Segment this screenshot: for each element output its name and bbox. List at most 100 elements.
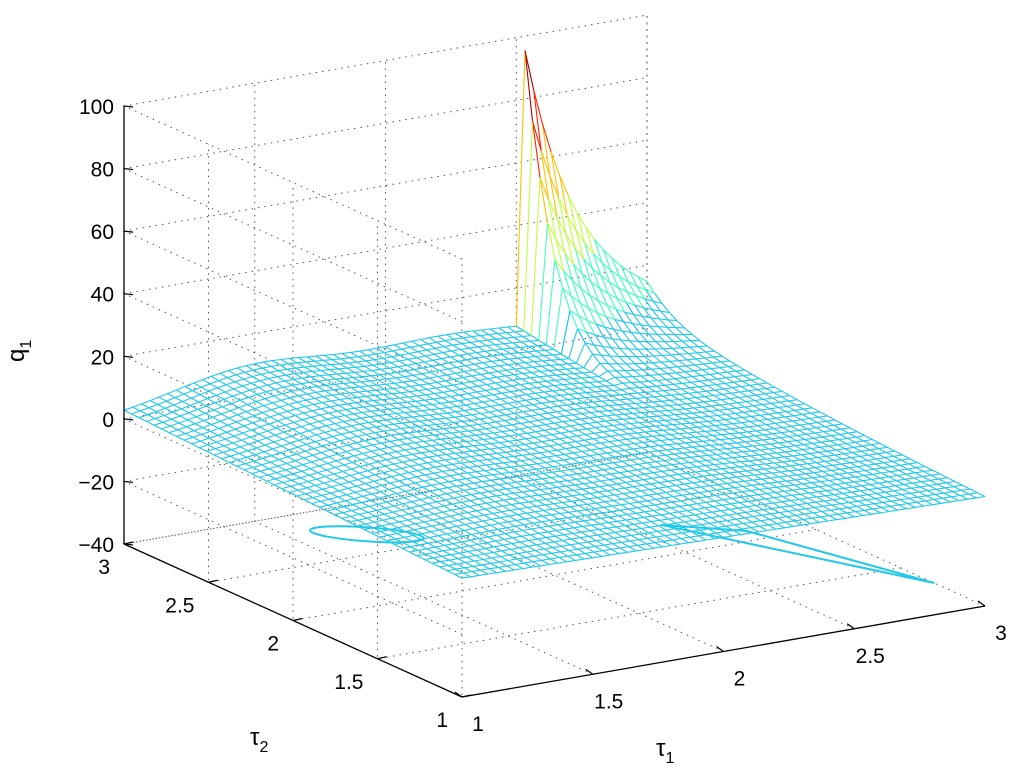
mesh-line-tau2 bbox=[670, 353, 680, 356]
mesh-line-tau2 bbox=[457, 478, 467, 481]
mesh-line-tau1 bbox=[623, 376, 632, 384]
mesh-line-tau2 bbox=[551, 512, 561, 516]
mesh-line-tau2 bbox=[763, 397, 773, 400]
mesh-line-tau1 bbox=[599, 523, 608, 529]
mesh-line-tau2 bbox=[474, 401, 484, 405]
mesh-line-tau1 bbox=[722, 393, 731, 400]
mesh-line-tau1 bbox=[350, 475, 359, 481]
mesh-line-tau1 bbox=[631, 417, 640, 424]
mesh-line-tau2 bbox=[730, 466, 740, 469]
mesh-line-tau2 bbox=[398, 401, 408, 404]
mesh-line-tau2 bbox=[607, 488, 616, 492]
mesh-line-tau1 bbox=[853, 481, 862, 487]
mesh-line-tau2 bbox=[571, 499, 580, 502]
mesh-line-tau1 bbox=[156, 411, 165, 416]
mesh-line-tau1 bbox=[725, 453, 734, 459]
mesh-line-tau2 bbox=[838, 437, 848, 441]
mesh-line-tau1 bbox=[503, 425, 512, 431]
mesh-line-tau2 bbox=[679, 432, 688, 435]
mesh-line-tau1 bbox=[658, 445, 667, 451]
mesh-line-tau1 bbox=[623, 413, 632, 419]
mesh-line-tau1 bbox=[476, 352, 485, 358]
mesh-line-tau2 bbox=[457, 440, 467, 444]
mesh-line-tau2 bbox=[851, 455, 861, 459]
mesh-line-tau1 bbox=[345, 372, 354, 378]
mesh-line-tau1 bbox=[417, 431, 426, 437]
mesh-line-tau1 bbox=[838, 473, 847, 479]
mesh-line-tau2 bbox=[749, 419, 759, 423]
mesh-line-tau2 bbox=[210, 427, 220, 432]
mesh-line-tau1 bbox=[395, 377, 404, 383]
mesh-line-tau1 bbox=[445, 380, 454, 386]
mesh-line-tau2 bbox=[558, 517, 568, 520]
mesh-line-tau2 bbox=[836, 482, 846, 485]
mesh-line-tau1 bbox=[492, 512, 501, 519]
mesh-line-tau2 bbox=[384, 463, 394, 467]
mesh-line-tau1 bbox=[270, 365, 279, 372]
mesh-line-tau1 bbox=[551, 395, 560, 402]
mesh-line-tau1 bbox=[579, 462, 588, 468]
mesh-line-tau1 bbox=[881, 472, 890, 478]
mesh-line-tau1 bbox=[371, 450, 380, 456]
mesh-line-tau1 bbox=[764, 429, 773, 435]
mesh-line-tau1 bbox=[162, 421, 171, 427]
mesh-line-tau1 bbox=[466, 478, 475, 484]
mesh-line-tau1 bbox=[287, 456, 296, 462]
mesh-line-tau1 bbox=[542, 397, 551, 403]
mesh-line-tau1 bbox=[433, 434, 442, 440]
mesh-line-tau2 bbox=[677, 515, 686, 519]
mesh-line-tau2 bbox=[759, 487, 769, 491]
mesh-line-tau2 bbox=[478, 422, 488, 426]
mesh-line-tau1 bbox=[242, 432, 251, 438]
mesh-line-tau1 bbox=[704, 430, 713, 436]
mesh-line-tau2 bbox=[577, 547, 587, 550]
mesh-line-tau1 bbox=[613, 328, 622, 341]
mesh-line-tau1 bbox=[587, 387, 596, 393]
mesh-line-tau2 bbox=[801, 487, 811, 490]
mesh-line-tau1 bbox=[638, 422, 647, 428]
mesh-line-tau2 bbox=[621, 540, 631, 543]
mesh-line-tau1 bbox=[456, 485, 465, 491]
mesh-line-tau2 bbox=[405, 488, 415, 492]
mesh-line-tau1 bbox=[686, 359, 696, 366]
mesh-line-tau2 bbox=[291, 477, 301, 481]
mesh-line-tau2 bbox=[732, 422, 742, 425]
mesh-line-tau1 bbox=[508, 440, 517, 447]
mesh-line-tau1 bbox=[705, 390, 714, 396]
mesh-line-tau1 bbox=[778, 476, 787, 482]
mesh-line-tau2 bbox=[561, 506, 570, 509]
mesh-line-tau1 bbox=[612, 462, 622, 468]
mesh-line-tau1 bbox=[677, 438, 686, 444]
mesh-line-tau2 bbox=[895, 483, 904, 487]
mesh-line-tau2 bbox=[469, 423, 479, 427]
mesh-line-tau1 bbox=[839, 433, 848, 439]
mesh-line-tau2 bbox=[664, 533, 674, 537]
mesh-line-tau1 bbox=[675, 448, 684, 454]
mesh-line-tau1 bbox=[571, 280, 581, 303]
mesh-line-tau1 bbox=[681, 340, 691, 348]
mesh-line-tau1 bbox=[621, 330, 631, 342]
mesh-line-tau2 bbox=[411, 458, 421, 461]
mesh-line-tau2 bbox=[880, 510, 890, 514]
mesh-line-tau2 bbox=[577, 509, 587, 512]
mesh-line-tau2 bbox=[280, 449, 290, 454]
mesh-line-tau2 bbox=[563, 458, 573, 461]
mesh-line-tau1 bbox=[640, 375, 650, 382]
mesh-line-tau1 bbox=[490, 479, 499, 486]
mesh-line-tau1 bbox=[359, 386, 368, 392]
mesh-line-tau1 bbox=[523, 367, 532, 373]
mesh-line-tau2 bbox=[599, 446, 609, 450]
mesh-line-tau2 bbox=[386, 499, 396, 503]
mesh-line-tau1 bbox=[825, 495, 834, 501]
mesh-line-tau1 bbox=[418, 425, 427, 432]
mesh-line-tau1 bbox=[487, 459, 496, 465]
mesh-line-tau2 bbox=[928, 483, 938, 487]
mesh-line-tau2 bbox=[579, 498, 589, 501]
mesh-line-tau2 bbox=[363, 444, 373, 448]
mesh-line-tau1 bbox=[486, 384, 495, 390]
mesh-line-tau2 bbox=[593, 474, 603, 478]
mesh-line-tau2 bbox=[690, 421, 699, 424]
mesh-line-tau1 bbox=[252, 467, 261, 472]
mesh-line-tau2 bbox=[323, 436, 333, 440]
mesh-line-tau1 bbox=[489, 328, 498, 335]
